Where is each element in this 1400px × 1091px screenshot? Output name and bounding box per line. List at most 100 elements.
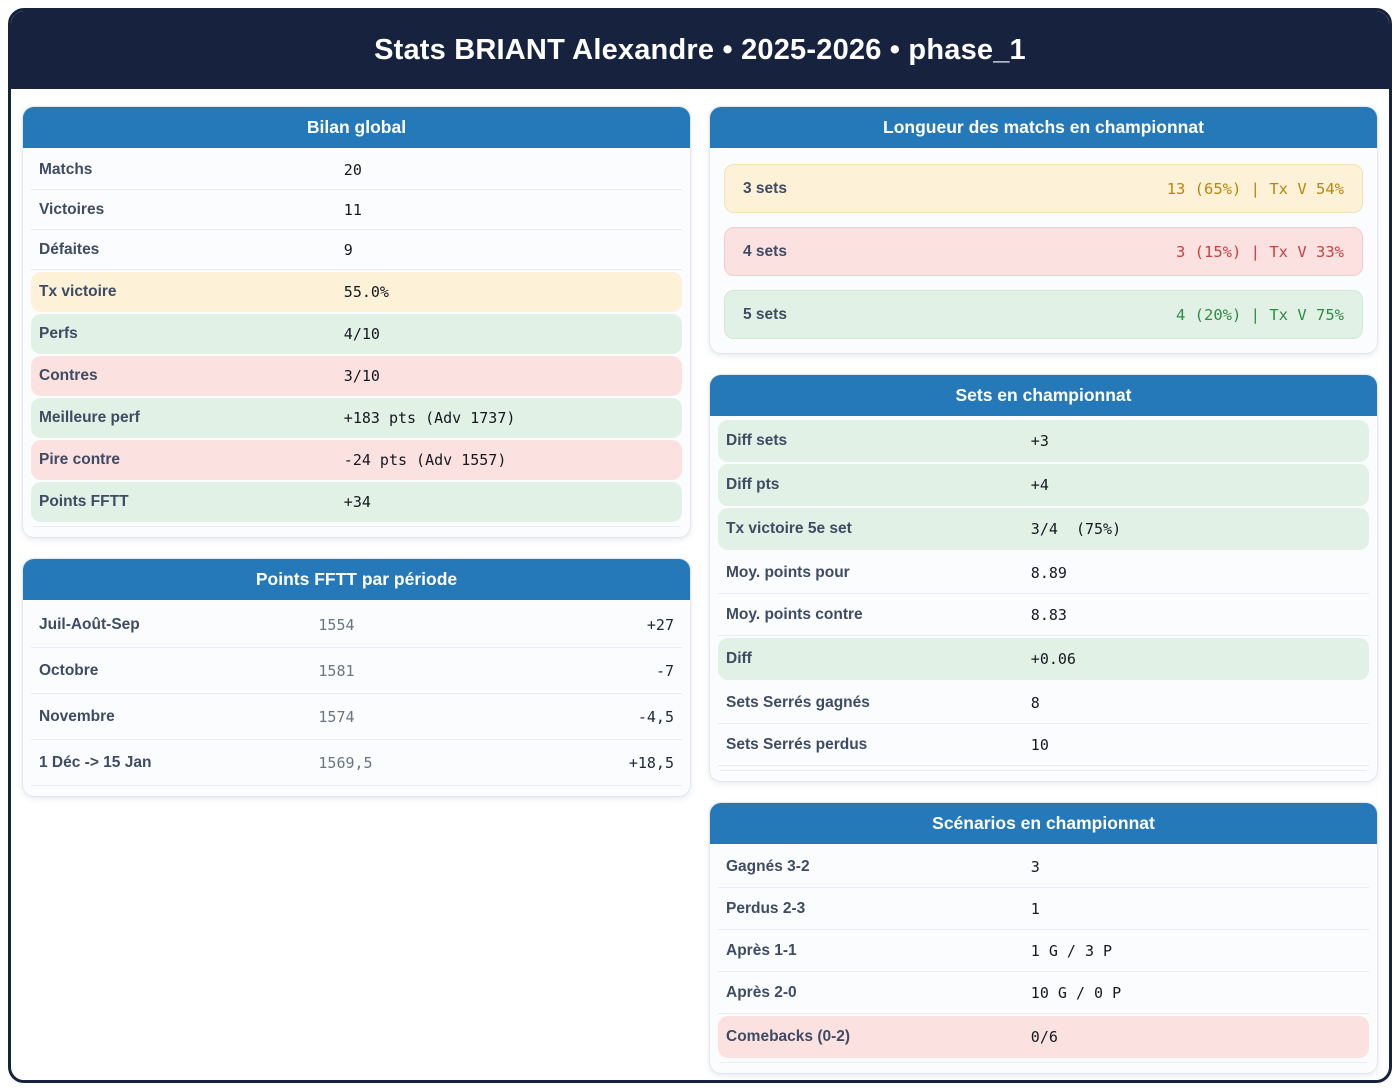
stat-value: 55.0%: [343, 283, 389, 301]
card-scenarios-championnat: Scénarios en championnat Gagnés 3-2 3 Pe…: [709, 802, 1378, 1074]
stat-row: Diff sets +3: [718, 420, 1369, 462]
stat-value: 8.89: [1030, 563, 1067, 582]
page-container: Stats BRIANT Alexandre • 2025-2026 • pha…: [8, 8, 1392, 1083]
stat-label: Sets Serrés perdus: [726, 735, 868, 753]
stat-value: 20: [343, 160, 362, 179]
stat-row: Diff +0.06: [718, 638, 1369, 680]
period-points: 1574: [318, 707, 355, 726]
stat-label: Après 1-1: [726, 941, 797, 959]
card-points-periode: Points FFTT par période Juil-Août-Sep 15…: [22, 558, 691, 797]
stat-value: +3: [1030, 432, 1049, 450]
stat-label: Perdus 2-3: [726, 899, 806, 917]
card-padding: [710, 1063, 1377, 1073]
period-label: Novembre: [39, 707, 115, 725]
page-title: Stats BRIANT Alexandre • 2025-2026 • pha…: [374, 33, 1026, 66]
stat-label: Après 2-0: [726, 983, 797, 1001]
card-bilan-global: Bilan global Matchs 20 Victoires 11: [22, 106, 691, 538]
stat-value: +183 pts (Adv 1737): [343, 409, 516, 427]
stat-value: 0/6: [1030, 1028, 1058, 1046]
stat-value: 1 G / 3 P: [1030, 941, 1113, 960]
sets-distribution-value: 3 (15%) | Tx V 33%: [1176, 242, 1344, 261]
sets-distribution-label: 3 sets: [743, 179, 787, 197]
stat-label: Pire contre: [39, 451, 120, 468]
stat-row: Comebacks (0-2) 0/6: [718, 1016, 1369, 1058]
stat-value: 4/10: [343, 325, 380, 343]
sets-distribution-value: 13 (65%) | Tx V 54%: [1166, 179, 1344, 198]
stat-row: Tx victoire 5e set 3/4 (75%): [718, 508, 1369, 550]
stat-value: 1: [1030, 899, 1040, 918]
stat-row: Victoires 11: [31, 190, 682, 230]
stat-value: 3: [1030, 857, 1040, 876]
stat-row: Sets Serrés gagnés 8: [718, 682, 1369, 724]
stat-row: Sets Serrés perdus 10: [718, 724, 1369, 766]
right-column: Longueur des matchs en championnat 3 set…: [709, 106, 1378, 1074]
stat-row: Après 1-1 1 G / 3 P: [718, 930, 1369, 972]
card-scenarios-championnat-title: Scénarios en championnat: [710, 803, 1377, 844]
period-points: 1554: [318, 615, 355, 634]
stat-label: Meilleure perf: [39, 409, 140, 426]
stat-row: Perfs 4/10: [31, 314, 682, 354]
stat-row: Moy. points pour 8.89: [718, 552, 1369, 594]
stat-row: Tx victoire 55.0%: [31, 272, 682, 312]
card-bilan-global-title: Bilan global: [23, 107, 690, 148]
sets-rows: Diff sets +3 Diff pts +4 Tx victoire 5e …: [710, 416, 1377, 766]
stat-label: Contres: [39, 367, 98, 384]
card-divider: [720, 1062, 1367, 1063]
stat-label: Perfs: [39, 325, 78, 342]
sets-distribution-row: 5 sets 4 (20%) | Tx V 75%: [724, 290, 1363, 339]
scenario-rows: Gagnés 3-2 3 Perdus 2-3 1 Après 1-1 1 G …: [710, 844, 1377, 1058]
stat-label: Points FFTT: [39, 493, 129, 510]
card-sets-championnat: Sets en championnat Diff sets +3 Diff pt…: [709, 374, 1378, 782]
stat-label: Tx victoire: [39, 283, 117, 300]
sets-distribution-row: 4 sets 3 (15%) | Tx V 33%: [724, 227, 1363, 276]
stat-row: Après 2-0 10 G / 0 P: [718, 972, 1369, 1014]
stat-label: Matchs: [39, 160, 93, 178]
period-label: Juil-Août-Sep: [39, 615, 140, 633]
stat-label: Diff: [726, 650, 752, 667]
stat-label: Tx victoire 5e set: [726, 520, 852, 537]
period-points: 1581: [318, 661, 355, 680]
bilan-rows: Matchs 20 Victoires 11 Défaites 9: [23, 148, 690, 522]
stat-value: 3/4 (75%): [1030, 520, 1122, 538]
period-row: 1 Déc -> 15 Jan 1569,5 +18,5: [31, 740, 682, 786]
stat-row: Défaites 9: [31, 230, 682, 270]
stat-label: Défaites: [39, 240, 100, 258]
stat-label: Moy. points contre: [726, 605, 863, 623]
stat-row: Diff pts +4: [718, 464, 1369, 506]
stat-value: 9: [343, 240, 353, 259]
stat-label: Moy. points pour: [726, 563, 850, 581]
card-divider: [720, 770, 1367, 771]
page-header: Stats BRIANT Alexandre • 2025-2026 • pha…: [11, 11, 1389, 89]
card-longueur-matchs-title: Longueur des matchs en championnat: [710, 107, 1377, 148]
stat-value: 10: [1030, 735, 1049, 754]
stat-value: +34: [343, 493, 371, 511]
stat-value: 3/10: [343, 367, 380, 385]
stat-label: Diff sets: [726, 432, 788, 449]
sets-distribution-row: 3 sets 13 (65%) | Tx V 54%: [724, 164, 1363, 213]
period-points: 1569,5: [318, 753, 373, 772]
period-delta: -4,5: [637, 707, 674, 726]
card-padding: [23, 527, 690, 537]
stat-value: 11: [343, 200, 362, 219]
period-row: Juil-Août-Sep 1554 +27: [31, 602, 682, 648]
stat-row: Matchs 20: [31, 150, 682, 190]
period-row: Novembre 1574 -4,5: [31, 694, 682, 740]
stat-row: Perdus 2-3 1: [718, 888, 1369, 930]
stat-label: Gagnés 3-2: [726, 857, 810, 875]
card-sets-championnat-title: Sets en championnat: [710, 375, 1377, 416]
stat-label: Diff pts: [726, 476, 780, 493]
stat-value: -24 pts (Adv 1557): [343, 451, 507, 469]
period-rows: Juil-Août-Sep 1554 +27 Octobre 1581 -7 N…: [23, 600, 690, 786]
stat-row: Meilleure perf +183 pts (Adv 1737): [31, 398, 682, 438]
stat-value: +0.06: [1030, 650, 1076, 668]
left-column: Bilan global Matchs 20 Victoires 11: [22, 106, 691, 1074]
period-label: Octobre: [39, 661, 99, 679]
stat-label: Sets Serrés gagnés: [726, 693, 870, 711]
period-delta: +18,5: [628, 753, 674, 772]
stat-value: +4: [1030, 476, 1049, 494]
card-longueur-matchs: Longueur des matchs en championnat 3 set…: [709, 106, 1378, 354]
stat-row: Points FFTT +34: [31, 482, 682, 522]
period-label: 1 Déc -> 15 Jan: [39, 753, 152, 771]
card-padding: [710, 771, 1377, 781]
stat-value: 8: [1030, 693, 1040, 712]
